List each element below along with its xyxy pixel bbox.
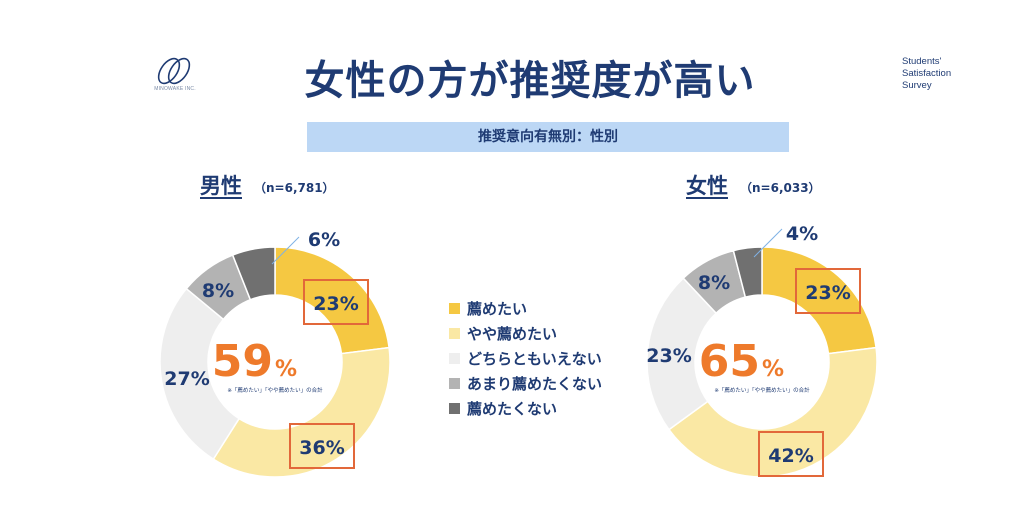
- legend-item: あまり薦めたくない: [449, 371, 602, 396]
- legend-label: 薦めたい: [467, 300, 528, 318]
- company-logo: MINOWAKE INC.: [145, 54, 205, 96]
- percentage-label: 36%: [299, 437, 344, 459]
- legend-swatch: [449, 353, 460, 364]
- percentage-label: 4%: [786, 223, 818, 245]
- legend-item: 薦めたい: [449, 296, 602, 321]
- logo-mark-icon: [157, 57, 191, 85]
- legend-label: 薦めたくない: [467, 400, 558, 418]
- legend-label: あまり薦めたくない: [467, 375, 603, 393]
- highlight-box: [303, 279, 369, 325]
- highlight-box: [289, 423, 355, 469]
- donut-slice: [732, 246, 763, 299]
- percentage-label: 42%: [768, 445, 813, 467]
- legend-label: やや薦めたい: [467, 325, 558, 343]
- percentage-label: 23%: [313, 293, 358, 315]
- legend-swatch: [449, 378, 460, 389]
- donut-slice: [212, 346, 391, 478]
- survey-line: Satisfaction: [902, 68, 952, 79]
- donut-slice: [667, 346, 878, 478]
- survey-label: Students' Satisfaction Survey: [902, 56, 951, 92]
- percentage-label: 23%: [646, 345, 691, 367]
- survey-line: Survey: [902, 80, 932, 91]
- donut-slice: [231, 246, 276, 301]
- donut-slice: [159, 287, 241, 461]
- male-panel-title: 男性: [200, 174, 242, 198]
- percentage-label: 8%: [202, 280, 234, 302]
- chart-legend: 薦めたい やや薦めたい どちらともいえない あまり薦めたくない 薦めたくない: [449, 296, 602, 421]
- center-total-unit: %: [762, 357, 784, 382]
- center-total-unit: %: [275, 357, 297, 382]
- male-sample-size: （n=6,781）: [254, 181, 335, 195]
- legend-item: 薦めたくない: [449, 396, 602, 421]
- logo-text: MINOWAKE INC.: [154, 86, 196, 92]
- center-total-value: 65: [699, 336, 760, 387]
- page-title: 女性の方が推奨度が高い: [304, 58, 756, 104]
- center-note: ※「薦めたい」「やや薦めたい」の合計: [227, 386, 323, 394]
- female-panel-title: 女性: [686, 174, 728, 198]
- survey-line: Students': [902, 56, 942, 67]
- female-sample-size: （n=6,033）: [740, 181, 821, 195]
- leader-line: [271, 236, 300, 265]
- chart-subtitle: 推奨意向有無別：性別: [307, 122, 789, 152]
- legend-swatch: [449, 403, 460, 414]
- legend-swatch: [449, 328, 460, 339]
- legend-label: どちらともいえない: [467, 350, 602, 368]
- leader-line: [753, 228, 783, 258]
- percentage-label: 27%: [164, 368, 209, 390]
- highlight-box: [758, 431, 824, 477]
- center-note: ※「薦めたい」「やや薦めたい」の合計: [714, 386, 810, 394]
- percentage-label: 23%: [805, 282, 850, 304]
- center-total-value: 59: [212, 336, 273, 387]
- legend-item: やや薦めたい: [449, 321, 602, 346]
- legend-item: どちらともいえない: [449, 346, 602, 371]
- highlight-box: [795, 268, 861, 314]
- percentage-label: 8%: [698, 272, 730, 294]
- legend-swatch: [449, 303, 460, 314]
- percentage-label: 6%: [308, 229, 340, 251]
